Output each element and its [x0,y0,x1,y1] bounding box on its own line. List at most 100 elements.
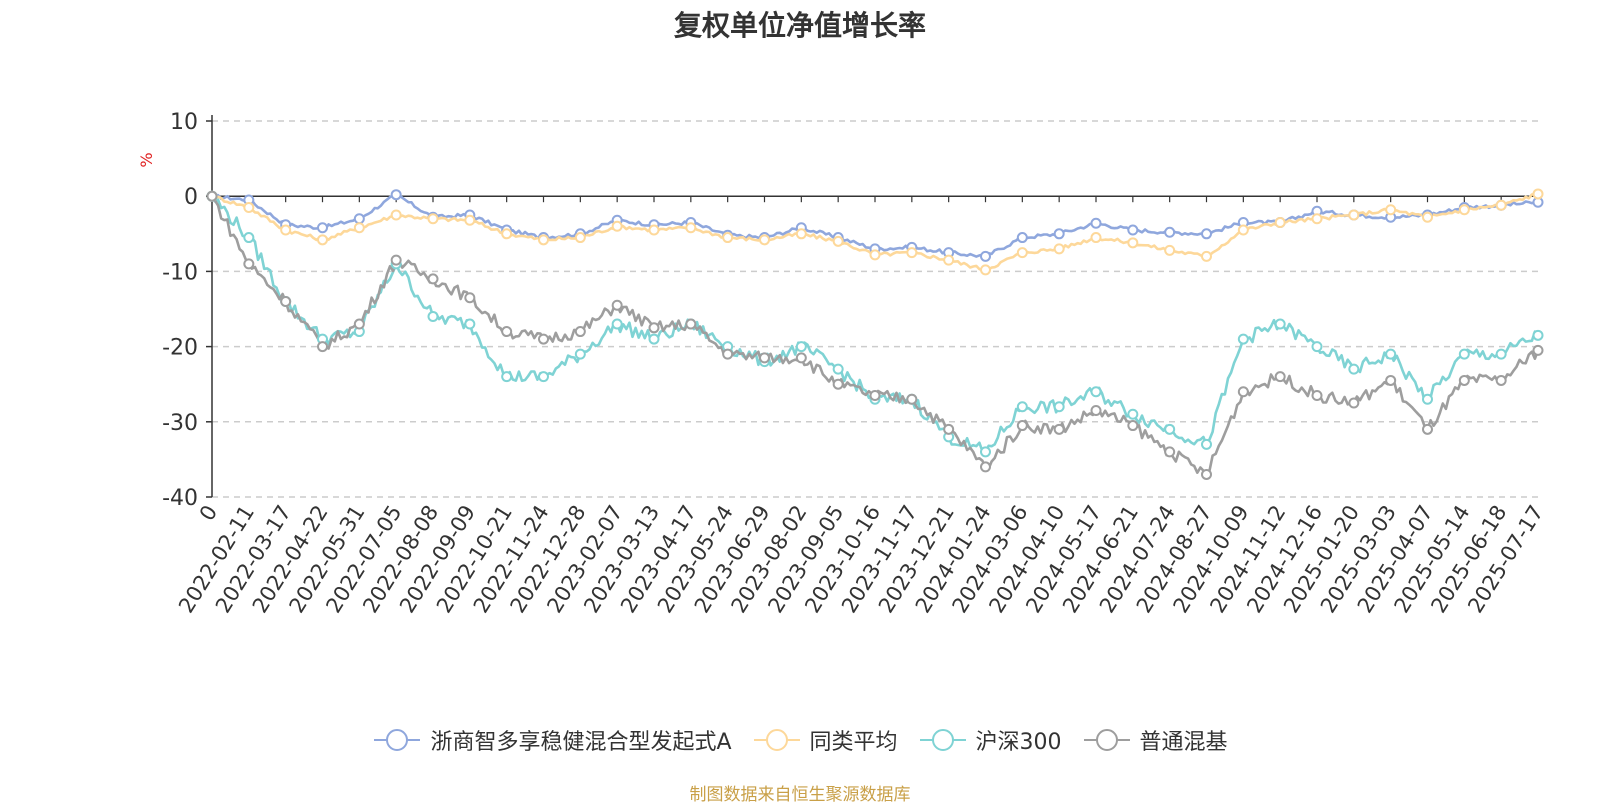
data-point [980,250,991,262]
data-point [1090,232,1102,244]
data-point [1237,224,1249,236]
data-point [1127,408,1139,420]
data-point [648,322,660,334]
data-point [943,254,955,266]
data-point [1127,420,1139,432]
data-point [464,292,476,304]
legend-item[interactable]: 沪深300 [918,724,1062,756]
data-point [1274,371,1286,383]
data-point [390,209,402,221]
data-point [648,333,660,345]
data-point [1201,250,1212,262]
legend-item[interactable]: 浙商智多享稳健混合型发起式A [372,724,732,756]
data-point [574,326,586,338]
data-point [1016,247,1028,259]
legend-item[interactable]: 普通混基 [1082,724,1228,756]
data-point [1127,237,1139,249]
legend-line-circle-icon [374,729,421,751]
data-point [832,378,844,390]
data-point [1053,401,1065,413]
data-point [611,220,623,232]
data-point [464,214,476,226]
data-point [832,235,844,247]
data-point [1053,243,1065,255]
data-point [648,224,660,236]
data-point [722,232,734,244]
axis-layer: 100-10-20-30-4002022-02-112022-03-172022… [162,110,1548,617]
data-point [1053,423,1065,435]
data-point [427,311,439,323]
data-point [1127,224,1139,236]
legend-label: 浙商智多享稳健混合型发起式A [430,730,732,755]
data-point [1274,217,1286,229]
x-tick-label: 0 [195,501,222,525]
data-point [1053,228,1065,240]
data-point [1458,374,1470,386]
data-point [280,295,292,307]
data-point [501,371,513,383]
data-point [1422,423,1433,435]
data-point [1385,374,1397,386]
data-point [906,393,918,405]
y-tick-label: 0 [184,185,198,210]
legend-item[interactable]: 同类平均 [752,724,898,756]
data-point [1201,228,1212,240]
data-point [353,213,365,225]
data-point [1458,348,1470,360]
data-point [1016,232,1028,244]
data-point [538,333,549,345]
data-point [869,389,881,401]
data-point [353,222,365,234]
data-point [1164,226,1176,238]
data-point [206,190,218,202]
data-point [1201,438,1212,450]
source-note: 制图数据来自恒生聚源数据库 [689,785,911,805]
y-tick-label: -20 [162,336,198,361]
data-point [390,189,402,201]
y-tick-label: 10 [170,110,198,135]
chart-title: 复权单位净值增长率 [673,9,926,42]
data-point [611,318,623,330]
data-point [1164,423,1176,435]
data-point [685,318,697,330]
data-point [1495,348,1507,360]
data-point [759,352,770,364]
legend-label: 同类平均 [809,730,898,755]
data-point [1164,244,1176,256]
data-point [1348,363,1360,375]
y-tick-label: -40 [162,486,198,511]
data-point [1385,348,1397,360]
data-point [427,213,439,225]
data-point [611,299,623,311]
data-point [1385,204,1397,216]
legend: 浙商智多享稳健混合型发起式A 同类平均 沪深300 普通混基 [0,722,1600,758]
legend-label: 沪深300 [975,730,1062,755]
data-point [1016,420,1028,432]
legend-label: 普通混基 [1139,730,1228,755]
y-tick-label: -10 [162,260,198,285]
data-point [980,264,991,276]
data-point [1311,341,1323,353]
data-point [1201,468,1212,480]
data-point [1164,446,1176,458]
series-line [210,195,1540,476]
data-point [943,423,955,435]
data-point [353,318,365,330]
data-point [759,234,770,246]
data-point [1422,211,1433,223]
data-point [1090,217,1102,229]
data-point [574,348,586,360]
data-point [538,371,549,383]
data-point [390,254,402,266]
data-point [1495,199,1507,211]
data-point [832,363,844,375]
data-point [1532,188,1544,200]
data-point [1237,333,1249,345]
series-layer [210,192,1540,476]
data-point [795,341,807,353]
data-point [501,326,513,338]
data-point [980,446,991,458]
data-point [1311,389,1323,401]
data-point [1090,386,1102,398]
